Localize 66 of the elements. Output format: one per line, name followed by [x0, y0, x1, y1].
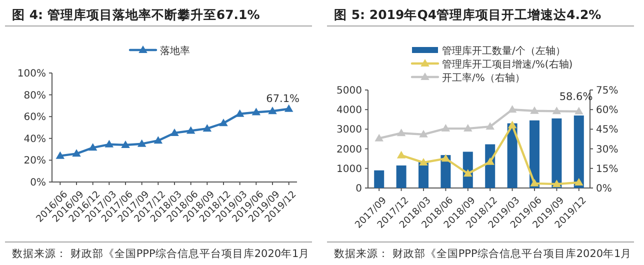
point: [442, 124, 450, 132]
y2-tick-label: 15%: [596, 164, 618, 175]
y-tick-label: 20%: [24, 156, 46, 167]
legend-label: 管理库开工项目增速/%(右轴): [442, 58, 573, 70]
point: [574, 178, 583, 186]
point: [552, 107, 561, 114]
point: [464, 124, 472, 132]
point: [508, 106, 516, 113]
point: [574, 107, 583, 114]
point: [268, 107, 276, 114]
point: [420, 130, 428, 138]
source-note: 数据来源： 财政部《全国PPP综合信息平台项目库2020年1月: [334, 247, 632, 260]
y2-tick-label: 45%: [596, 124, 618, 136]
point: [530, 179, 538, 186]
point: [72, 150, 80, 157]
point: [186, 126, 195, 134]
point: [236, 110, 244, 117]
point: [220, 119, 228, 126]
legend-label: 落地率: [160, 45, 190, 57]
source-note: 数据来源： 财政部《全国PPP综合信息平台项目库2020年1月: [12, 247, 310, 260]
bar: [574, 115, 584, 188]
point: [56, 152, 64, 159]
point: [397, 151, 406, 158]
point: [170, 128, 178, 136]
point: [138, 140, 146, 147]
y-tick-label: 4000: [336, 105, 362, 116]
y-tick-label: 60%: [24, 112, 46, 124]
y-tick-label: 40%: [24, 134, 46, 145]
point: [88, 144, 97, 151]
y2-tick-label: 0%: [596, 184, 612, 194]
y-tick-label: 100%: [17, 68, 46, 80]
point: [464, 170, 472, 177]
point: [252, 108, 260, 116]
bar: [552, 118, 562, 188]
y-tick-label: 80%: [24, 90, 46, 102]
y-tick-label: 3000: [336, 124, 362, 136]
legend-label: 管理库开工数量/个（左轴）: [442, 45, 566, 57]
y-tick-label: 1000: [336, 164, 362, 175]
point: [397, 129, 406, 136]
point: [284, 104, 293, 112]
point: [420, 158, 428, 166]
point: [508, 121, 516, 128]
point: [122, 140, 130, 148]
point: [375, 134, 384, 142]
bar: [374, 170, 384, 188]
y2-tick-label: 30%: [596, 144, 618, 156]
chart-title: 图 4: 管理库项目落地率不断攀升至67.1%: [12, 7, 260, 22]
y2-tick-label: 75%: [596, 86, 618, 96]
bar: [530, 120, 540, 188]
point: [105, 140, 114, 148]
annotation: 67.1%: [266, 92, 300, 105]
y-tick-label: 0: [356, 184, 362, 194]
y-tick-label: 2000: [336, 144, 362, 156]
y2-tick-label: 60%: [596, 105, 618, 116]
point: [486, 122, 494, 130]
point: [486, 158, 494, 165]
legend-label: 开工率/%（右轴）: [442, 72, 525, 84]
point: [203, 124, 212, 132]
point: [154, 136, 162, 144]
bar: [396, 165, 406, 188]
y-tick-label: 0%: [30, 178, 46, 188]
point: [530, 106, 538, 114]
point: [442, 154, 450, 162]
y-tick-label: 5000: [336, 86, 362, 96]
chart-title: 图 5: 2019年Q4管理库项目开工增速达4.2%: [334, 7, 602, 22]
point: [552, 180, 561, 188]
